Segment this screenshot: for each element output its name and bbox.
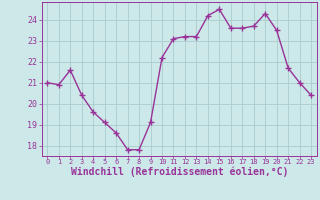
X-axis label: Windchill (Refroidissement éolien,°C): Windchill (Refroidissement éolien,°C) xyxy=(70,167,288,177)
